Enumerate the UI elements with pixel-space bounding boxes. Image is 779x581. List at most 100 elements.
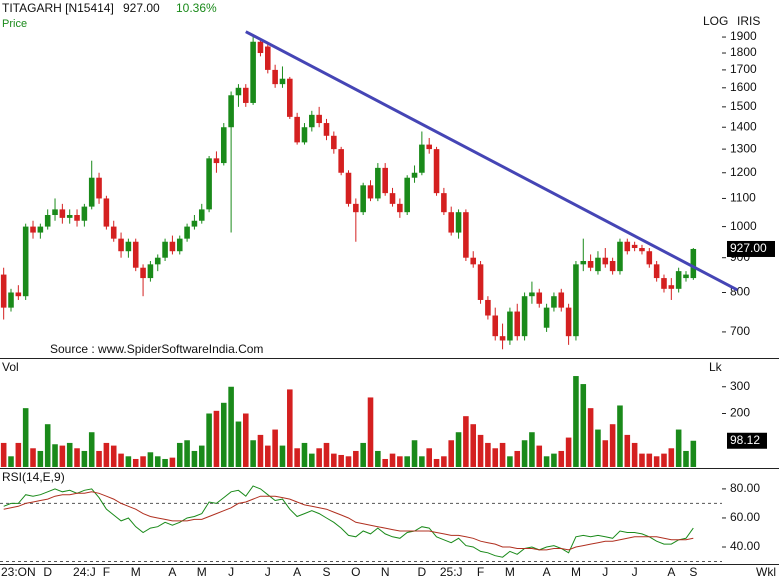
candle-body — [15, 292, 22, 297]
volume-bar — [595, 429, 601, 467]
volume-bar — [228, 386, 234, 467]
unit-label: Lk — [709, 360, 723, 374]
candle-body — [551, 296, 557, 308]
candle-body — [59, 209, 66, 218]
volume-bar — [96, 450, 102, 467]
volume-bar — [242, 413, 249, 467]
volume-bar — [382, 458, 388, 467]
candle-body — [507, 311, 513, 341]
volume-bar — [279, 445, 286, 467]
volume-bar — [536, 445, 543, 467]
volume-bar — [265, 445, 271, 467]
volume-bar — [198, 445, 205, 467]
y-tick-label: 1300 — [730, 141, 757, 155]
candle-body — [463, 212, 469, 258]
volume-bar — [30, 448, 36, 467]
volume-bar — [433, 458, 440, 467]
volume-bar — [66, 442, 73, 467]
volume-bar — [331, 453, 337, 467]
volume-bar — [587, 408, 594, 467]
candle-body — [154, 257, 161, 265]
candle-body — [382, 167, 388, 194]
x-tick-label: 25:J — [440, 565, 463, 579]
volume-bar — [125, 456, 132, 467]
volume-bar — [514, 450, 521, 467]
candle-body — [470, 257, 477, 265]
candle-body — [162, 241, 168, 258]
volume-bar — [426, 448, 432, 467]
candle-body — [389, 193, 396, 204]
volume-bar — [411, 440, 418, 467]
candle-body — [74, 215, 80, 221]
candle-body — [448, 212, 455, 233]
y-tick-label: 200 — [730, 406, 750, 420]
candle-body — [595, 257, 601, 272]
volume-bar — [132, 458, 139, 467]
candle-body — [169, 241, 176, 252]
volume-bar — [624, 434, 631, 467]
candle-body — [653, 264, 660, 279]
volume-bar — [646, 453, 653, 467]
volume-bar — [441, 456, 447, 467]
x-tick-label: A — [293, 565, 301, 579]
candle-body — [646, 251, 653, 265]
volume-bar — [81, 450, 88, 467]
candle-body — [367, 185, 374, 199]
candle-body — [404, 177, 410, 213]
volume-bar — [668, 448, 675, 467]
volume-bar — [301, 442, 308, 467]
vendor-label: IRIS — [737, 14, 760, 28]
candle-body — [558, 292, 565, 308]
volume-bar — [287, 389, 293, 467]
volume-bar — [617, 405, 623, 467]
volume-bar — [529, 432, 535, 467]
candle-body — [338, 149, 344, 173]
x-tick-label: J — [228, 565, 234, 579]
y-tick-label: 1700 — [730, 62, 757, 76]
y-tick-label: 1600 — [730, 80, 757, 94]
y-tick-label: 300 — [730, 379, 750, 393]
volume-bar — [44, 424, 51, 467]
candle-body — [279, 78, 286, 85]
candle-body — [110, 226, 117, 239]
y-tick-label: 1500 — [730, 99, 757, 113]
x-tick-label: M — [131, 565, 141, 579]
volume-bar — [551, 453, 557, 467]
volume-bar — [631, 442, 638, 467]
volume-bar — [675, 429, 682, 467]
candle-body — [228, 95, 234, 128]
candle-body — [132, 241, 139, 268]
volume-bar — [661, 453, 667, 467]
period-label: Wkl — [756, 565, 776, 579]
candle-body — [191, 220, 198, 227]
x-tick-label: M — [197, 565, 207, 579]
volume-bar — [162, 458, 168, 467]
x-tick-label: F — [477, 565, 484, 579]
volume-bar — [0, 442, 7, 467]
x-tick-label: J — [632, 565, 638, 579]
volume-bar — [220, 402, 227, 467]
candle-body — [375, 167, 381, 199]
last-value-label: 927.00 — [730, 241, 767, 255]
volume-bar — [235, 421, 242, 467]
candle-body — [433, 149, 440, 194]
y-tick-label: 1100 — [730, 191, 756, 205]
candle-body — [602, 257, 609, 265]
volume-bar — [602, 440, 609, 467]
volume-bar — [22, 408, 29, 467]
x-tick-label: M — [571, 565, 581, 579]
x-tick-label: 24:J — [73, 565, 96, 579]
candle-body — [353, 203, 359, 213]
volume-bar — [419, 456, 425, 467]
candle-body — [587, 261, 594, 268]
volume-bar — [499, 442, 506, 467]
candle-body — [455, 212, 462, 233]
candle-body — [301, 127, 308, 143]
volume-bar — [353, 450, 359, 467]
symbol: TITAGARH [N15414] — [2, 1, 114, 15]
candle-body — [441, 193, 447, 213]
x-tick-label: M — [505, 565, 515, 579]
candle-body — [316, 114, 322, 124]
x-tick-label: S — [689, 565, 697, 579]
